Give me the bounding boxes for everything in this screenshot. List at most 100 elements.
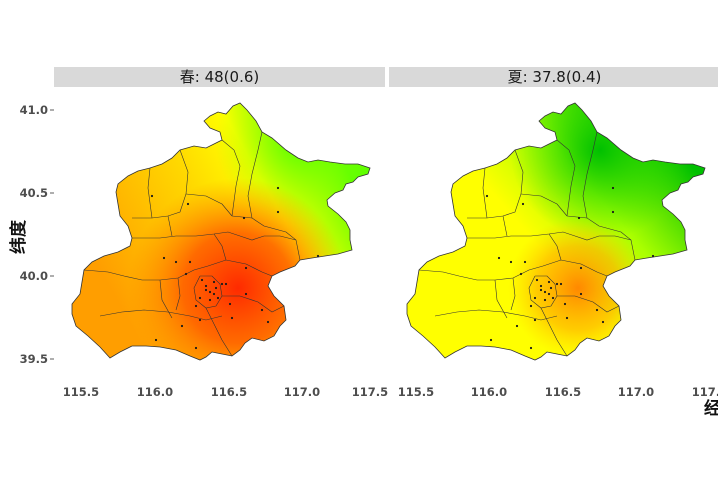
station-point [228, 302, 232, 306]
station-point [551, 296, 555, 300]
station-point [208, 290, 212, 294]
station-point [224, 282, 228, 286]
station-point [150, 194, 154, 198]
x-tick-label: 116.5 [545, 385, 581, 399]
station-point [242, 216, 246, 220]
station-point [220, 282, 224, 286]
station-point [216, 296, 220, 300]
station-point [184, 272, 188, 276]
station-point [547, 292, 551, 296]
district-boundary [222, 295, 285, 313]
y-tick-label: 41.0 [20, 103, 48, 117]
x-tick-label: 117.0 [618, 385, 654, 399]
station-point [543, 298, 547, 302]
district-boundary [510, 277, 516, 311]
heat-surface-summer [407, 103, 705, 360]
district-boundary [528, 275, 558, 309]
station-point [266, 320, 270, 324]
heat-surface-spring [72, 103, 370, 360]
station-point [204, 288, 208, 292]
station-point [611, 210, 615, 214]
station-point [489, 338, 493, 342]
station-point [651, 254, 655, 258]
station-point [204, 284, 208, 288]
station-point [212, 280, 216, 284]
station-point [154, 338, 158, 342]
district-boundary [434, 309, 558, 321]
map-panel-spring [71, 102, 371, 361]
station-point [577, 216, 581, 220]
facet-strip-spring [54, 67, 385, 87]
station-point [529, 304, 533, 308]
station-point [194, 346, 198, 350]
facet-strip-summer [389, 67, 718, 87]
station-point [515, 324, 519, 328]
facet-strip-label-summer: 夏: 37.8(0.4) [508, 68, 602, 86]
station-point [276, 186, 280, 190]
station-point [611, 186, 615, 190]
station-point [188, 260, 192, 264]
x-tick-label: 115.5 [63, 385, 99, 399]
station-point [214, 286, 218, 290]
station-point [555, 282, 559, 286]
station-points-spring [150, 186, 320, 350]
station-point [198, 296, 202, 300]
station-point [208, 298, 212, 302]
map-panel-summer [406, 102, 706, 361]
district-boundary [520, 193, 568, 217]
district-boundary [540, 307, 568, 357]
district-boundary [548, 233, 562, 261]
district-boundary [221, 139, 241, 217]
district-boundary [193, 275, 223, 309]
station-point [260, 308, 264, 312]
station-point [533, 296, 537, 300]
station-point [563, 302, 567, 306]
station-point [533, 318, 537, 322]
district-boundary [132, 231, 297, 241]
station-point [523, 260, 527, 264]
y-tick-label: 39.5 [20, 352, 48, 366]
station-point [497, 256, 501, 260]
station-point [244, 266, 248, 270]
station-point [162, 256, 166, 260]
x-tick-label: 116.5 [211, 385, 247, 399]
beijing-outline-summer [406, 102, 706, 361]
district-boundary [557, 295, 620, 313]
district-boundary [205, 307, 233, 357]
station-point [547, 280, 551, 284]
district-boundary [167, 215, 173, 237]
station-point [521, 202, 525, 206]
district-boundary [556, 139, 576, 217]
district-boundary [185, 193, 233, 217]
station-points-summer [485, 186, 655, 350]
x-axis-title: 经 [704, 398, 718, 419]
district-boundary [147, 167, 153, 219]
station-point [595, 308, 599, 312]
station-point [543, 290, 547, 294]
x-tick-label: 117.0 [284, 385, 320, 399]
station-point [509, 260, 513, 264]
x-tick-label: 115.5 [398, 385, 434, 399]
district-boundary [502, 215, 508, 237]
beijing-outline-spring [71, 102, 371, 361]
district-boundary [175, 277, 181, 311]
district-boundary [467, 231, 632, 241]
station-point [212, 292, 216, 296]
station-point [186, 202, 190, 206]
district-boundary [482, 167, 488, 219]
station-point [276, 210, 280, 214]
x-tick-label: 116.0 [471, 385, 507, 399]
x-axis-spring: 115.5 116.0 116.5 117.0 117.5 [63, 385, 388, 399]
x-tick-label: 116.0 [137, 385, 173, 399]
district-boundary [213, 233, 227, 261]
facet-strip-label-spring: 春: 48(0.6) [180, 68, 259, 86]
station-point [579, 292, 583, 296]
station-point [539, 288, 543, 292]
station-point [485, 194, 489, 198]
station-point [539, 284, 543, 288]
x-tick-label: 117.5 [692, 385, 718, 399]
station-point [559, 282, 563, 286]
station-point [565, 316, 569, 320]
station-point [180, 324, 184, 328]
